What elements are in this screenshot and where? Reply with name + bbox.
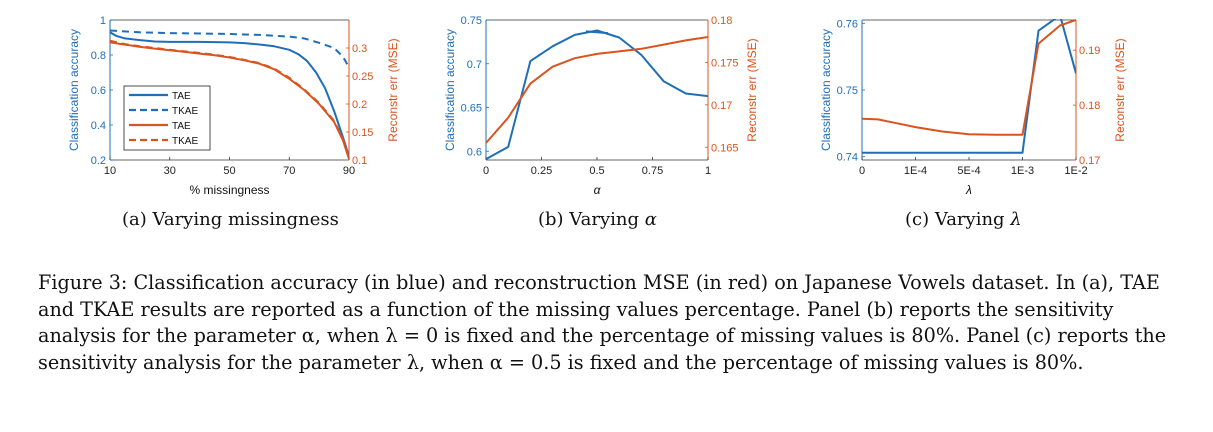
legend-label: TKAE <box>172 136 198 147</box>
y-left-tick-label: 0.75 <box>461 15 482 27</box>
y-left-tick-label: 0.4 <box>91 120 106 132</box>
y-left-axis-label: Classification accuracy <box>819 29 833 151</box>
x-tick-label: 5E-4 <box>957 165 980 177</box>
x-tick-label: 0.25 <box>531 165 552 177</box>
y-right-tick-label: 0.25 <box>352 71 373 83</box>
y-left-axis-label: Classification accuracy <box>67 29 81 151</box>
y-left-tick-label: 0.65 <box>461 103 482 115</box>
y-right-tick-label: 0.2 <box>352 99 367 111</box>
panel-a: 10 30 50 70 90 0.2 0.4 0.6 0.8 1 0.1 0.15 0.2 0.25 0.3… <box>67 15 400 197</box>
x-tick-label: 1E-4 <box>904 165 927 177</box>
y-right-tick-label: 0.3 <box>352 43 367 55</box>
x-tick-label: 0.5 <box>589 165 604 177</box>
x-axis-label: λ <box>965 183 972 197</box>
y-left-tick-label: 0.75 <box>837 85 858 97</box>
y-right-axis-label: Reconstr err (MSE) <box>745 38 759 141</box>
y-left-tick-label: 0.7 <box>467 59 482 71</box>
y-left-tick-label: 1 <box>100 15 106 27</box>
y-left-tick-label: 0.8 <box>91 50 106 62</box>
x-tick-label: 1 <box>705 165 711 177</box>
series-line-tkae-right <box>110 39 349 159</box>
y-right-tick-label: 0.18 <box>711 15 732 27</box>
legend-label: TKAE <box>172 106 198 117</box>
x-tick-label: 0 <box>859 165 865 177</box>
x-tick-label: 1E-3 <box>1011 165 1034 177</box>
y-left-tick-label: 0.2 <box>91 155 106 167</box>
subcaption-a: (a) Varying missingness <box>122 209 339 230</box>
series-line-right <box>862 19 1076 136</box>
y-right-tick-label: 0.15 <box>352 127 373 139</box>
x-axis-label: % missingness <box>189 183 269 197</box>
y-right-tick-label: 0.18 <box>1079 100 1100 112</box>
series-line-right <box>486 36 708 144</box>
y-right-tick-label: 0.1 <box>352 155 367 167</box>
y-right-axis-label: Reconstr err (MSE) <box>1113 38 1127 141</box>
panel-c: 0 1E-4 5E-4 1E-3 1E-2 0.74 0.75 0.76 0.17 0.18 0.1… <box>819 18 1127 197</box>
series-line-left <box>585 30 609 35</box>
y-left-axis-label: Classification accuracy <box>443 29 457 151</box>
x-tick-label: 10 <box>104 165 116 177</box>
figure-panels: 10 30 50 70 900.20.40.60.810.10.150.20.250.3… <box>67 15 1127 197</box>
x-tick-label: 50 <box>223 165 235 177</box>
x-tick-label: 1E-2 <box>1064 165 1087 177</box>
figure-caption: Figure 3: Classification accuracy (in bl… <box>38 271 1167 374</box>
y-right-axis-label: Reconstr err (MSE) <box>386 38 400 141</box>
y-right-tick-label: 0.175 <box>711 57 739 69</box>
y-right-tick-label: 0.17 <box>1079 155 1100 167</box>
y-left-tick-label: 0.74 <box>837 152 858 164</box>
x-tick-label: 0 <box>483 165 489 177</box>
subcaption-c: (c) Varying λ <box>905 209 1022 230</box>
legend-label: TAE <box>172 121 191 132</box>
y-left-tick-label: 0.6 <box>91 85 106 97</box>
panel-b: 0 0.25 0.5 0.75 1 0.6 0.65 0.7 0.75 0.165 0.17 0.17… <box>443 15 759 197</box>
y-right-tick-label: 0.19 <box>1079 45 1100 57</box>
subcaption-b: (b) Varying α <box>538 209 657 230</box>
x-axis-label: α <box>594 183 602 197</box>
x-tick-label: 30 <box>164 165 176 177</box>
x-tick-label: 0.75 <box>642 165 663 177</box>
y-right-tick-label: 0.165 <box>711 142 739 154</box>
legend-label: TAE <box>172 91 191 102</box>
series-line-left <box>486 29 708 160</box>
series-line-tae-left <box>110 31 349 157</box>
y-left-tick-label: 0.76 <box>837 18 858 30</box>
y-left-tick-label: 0.6 <box>467 146 482 158</box>
x-tick-label: 90 <box>343 165 355 177</box>
y-right-tick-label: 0.17 <box>711 100 732 112</box>
series-line-left <box>862 19 1076 154</box>
legend: TAE TKAE TAE TKAE <box>123 85 211 151</box>
x-tick-label: 70 <box>283 165 295 177</box>
series-line-tkae-left <box>110 29 349 68</box>
